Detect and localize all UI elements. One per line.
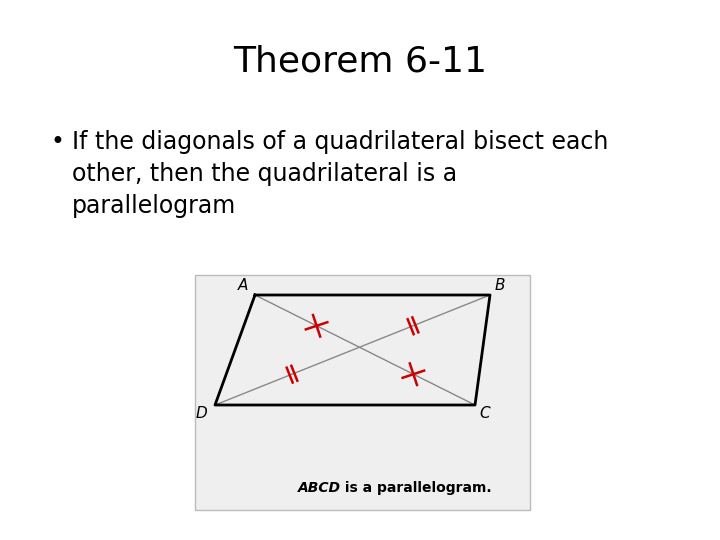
Text: A: A <box>238 278 248 293</box>
FancyBboxPatch shape <box>195 275 530 510</box>
Text: other, then the quadrilateral is a: other, then the quadrilateral is a <box>72 162 457 186</box>
Text: parallelogram: parallelogram <box>72 194 236 218</box>
Text: is a parallelogram.: is a parallelogram. <box>341 481 492 495</box>
Text: Theorem 6-11: Theorem 6-11 <box>233 45 487 79</box>
Text: •: • <box>50 130 64 154</box>
Text: B: B <box>495 278 505 293</box>
Text: D: D <box>195 406 207 421</box>
Text: If the diagonals of a quadrilateral bisect each: If the diagonals of a quadrilateral bise… <box>72 130 608 154</box>
Text: ABCD: ABCD <box>297 481 341 495</box>
Text: C: C <box>480 406 490 421</box>
